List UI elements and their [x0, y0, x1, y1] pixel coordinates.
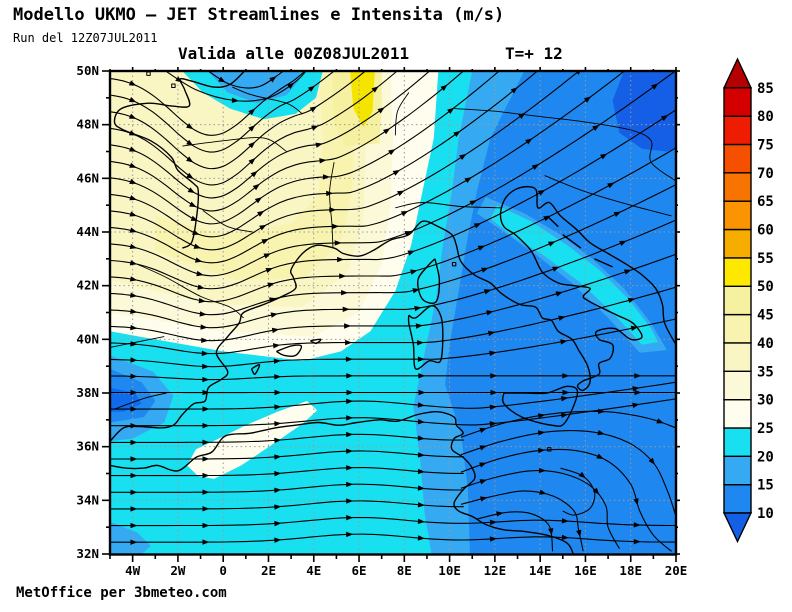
y-axis-label: 44N [76, 224, 99, 239]
colorbar-label: 15 [757, 478, 774, 494]
colorbar-arrow-bottom [722, 512, 753, 544]
x-axis-label: 18E [619, 563, 642, 578]
colorbar-label: 80 [757, 109, 774, 125]
axis-ticks [102, 67, 680, 562]
streamline-arrows [128, 71, 669, 545]
y-axis-label: 38N [76, 385, 99, 400]
colorbar-label: 30 [757, 393, 774, 409]
credit-line: MetOffice per 3bmeteo.com [16, 585, 227, 601]
x-axis-label: 4E [306, 563, 321, 578]
x-axis-label: 14E [529, 563, 552, 578]
x-axis-label: 8E [397, 563, 412, 578]
y-axis-label: 48N [76, 117, 99, 132]
colorbar-label: 50 [757, 279, 774, 295]
colorbar-label: 45 [757, 308, 774, 324]
colorbar-segment [723, 115, 752, 146]
colorbar-label: 75 [757, 137, 774, 153]
x-axis-label: 16E [574, 563, 597, 578]
region-15-20-patch [207, 71, 301, 104]
y-axis-label: 46N [76, 170, 99, 185]
y-axis-label: 40N [76, 331, 99, 346]
x-axis-label: 0 [219, 563, 227, 578]
x-axis-label: 10E [438, 563, 461, 578]
colorbar-segment [723, 370, 752, 401]
x-axis-label: 2W [170, 563, 186, 578]
lead-time: T=+ 12 [505, 44, 563, 63]
colorbar-label: 60 [757, 223, 774, 239]
colorbar-segment [723, 313, 752, 344]
x-axis-label: 6E [352, 563, 367, 578]
y-axis-label: 36N [76, 439, 99, 454]
page-title: Modello UKMO — JET Streamlines e Intensi… [13, 5, 505, 25]
coastline [110, 71, 676, 555]
region-20-25-adriatic [490, 205, 658, 345]
colorbar-label: 65 [757, 194, 774, 210]
colorbar-label: 25 [757, 421, 774, 437]
region-10-15-east [445, 71, 676, 554]
colorbar-label: 40 [757, 336, 774, 352]
colorbar-segment [723, 342, 752, 372]
colorbar-label: 35 [757, 364, 774, 380]
region-15-20-sw [110, 521, 151, 554]
colorbar-label: 20 [757, 449, 774, 465]
x-axis-label: 20E [665, 563, 688, 578]
x-axis-label: 4W [125, 563, 141, 578]
colorbar-segment [723, 455, 752, 486]
colorbar-segment [723, 483, 752, 514]
colorbar-segment [723, 398, 752, 429]
colorbar-segment [723, 87, 752, 117]
colorbar: 85 80 75 70 65 60 55 50 45 40 35 30 25 20 15 10 [722, 57, 774, 544]
colorbar-segment [723, 228, 752, 259]
y-axis-label: 42N [76, 278, 99, 293]
colorbar-label: 55 [757, 251, 774, 267]
colorbar-arrow-top [722, 57, 753, 89]
colorbar-segment [723, 257, 752, 287]
x-axis-label: 2E [261, 563, 276, 578]
colorbar-segment [723, 143, 752, 174]
region-25-30-south [187, 401, 318, 479]
run-line: Run del 12Z07JUL2011 [13, 31, 158, 45]
y-axis-label: 32N [76, 546, 99, 561]
colorbar-label: 10 [757, 506, 774, 522]
valid-time: Valida alle 00Z08JUL2011 [178, 44, 410, 63]
colorbar-segment [723, 427, 752, 457]
colorbar-segment [723, 200, 752, 231]
colorbar-label: 70 [757, 166, 774, 182]
colorbar-segment [723, 172, 752, 202]
x-axis-label: 12E [484, 563, 507, 578]
colorbar-label: 85 [757, 81, 774, 97]
colorbar-segment [723, 285, 752, 316]
y-axis-label: 34N [76, 492, 99, 507]
y-axis-label: 50N [76, 63, 99, 78]
region-below-10 [612, 71, 676, 152]
